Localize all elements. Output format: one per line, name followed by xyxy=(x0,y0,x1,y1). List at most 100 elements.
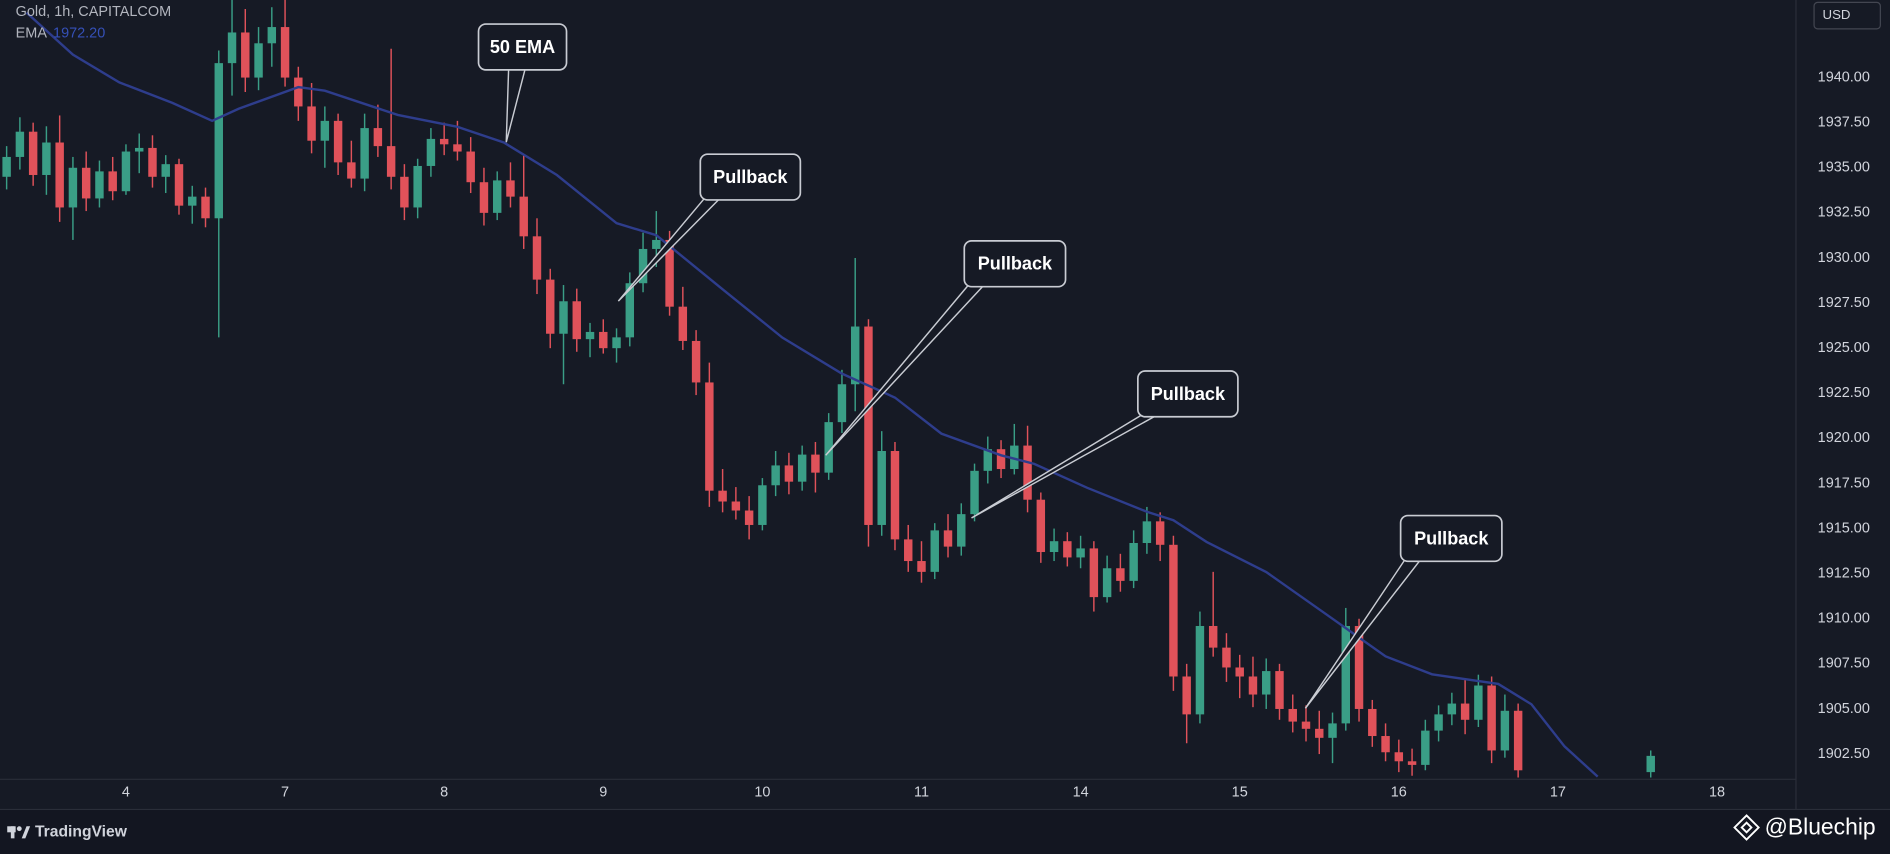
candle-body xyxy=(1182,676,1191,715)
candle-body xyxy=(943,530,953,547)
candle-body xyxy=(280,27,290,78)
candle-body xyxy=(758,485,767,525)
candle-body xyxy=(1381,736,1390,753)
callout-box xyxy=(699,153,802,201)
callout-tail xyxy=(825,283,986,456)
x-tick-label: 8 xyxy=(440,784,448,800)
candle-body xyxy=(453,144,462,152)
candle-body xyxy=(1341,625,1350,724)
candle-body xyxy=(479,182,489,213)
candle-body xyxy=(996,449,1006,470)
x-tick-label: 11 xyxy=(914,784,929,800)
candle-body xyxy=(771,465,780,486)
candle-body xyxy=(1328,723,1337,738)
candle-body xyxy=(1169,544,1178,677)
candle-body xyxy=(1142,521,1152,543)
y-tick-label: 1935.00 xyxy=(1818,160,1870,176)
y-tick-label: 1907.50 xyxy=(1818,656,1870,672)
candle-body xyxy=(691,340,701,383)
candle-body xyxy=(135,147,144,152)
candle-body xyxy=(1076,548,1085,558)
candle-body xyxy=(1354,625,1364,709)
x-tick-label: 7 xyxy=(281,784,289,800)
candle-body xyxy=(492,180,502,213)
candle-body xyxy=(1036,499,1046,553)
candle-body xyxy=(506,180,515,197)
candle-body xyxy=(1447,703,1457,715)
candle-body xyxy=(957,514,966,547)
candle-body xyxy=(811,454,820,473)
candle-body xyxy=(466,151,475,183)
candle-body xyxy=(1195,625,1205,715)
callout-box xyxy=(1137,370,1239,418)
candle-body xyxy=(612,337,621,349)
x-tick-label: 10 xyxy=(754,784,770,800)
candle-body xyxy=(1063,541,1072,558)
candle-body xyxy=(1248,676,1258,695)
callout-tail xyxy=(1304,558,1422,709)
candle-body xyxy=(625,283,635,338)
candle-body xyxy=(347,162,356,179)
candle-body xyxy=(665,239,674,307)
candle-body xyxy=(360,128,369,179)
candle-body xyxy=(1646,755,1655,773)
candle-body xyxy=(121,151,131,192)
candle-body xyxy=(1315,728,1324,738)
candle-body xyxy=(15,131,25,157)
candle-body xyxy=(585,331,595,340)
footer-bar xyxy=(0,809,1890,854)
callout-label: Pullback xyxy=(978,254,1053,274)
candle-body xyxy=(42,142,51,175)
candle-body xyxy=(678,306,688,341)
candle-body xyxy=(1102,568,1112,598)
candle-body xyxy=(744,510,754,525)
plot-area xyxy=(2,0,1655,778)
candle-body xyxy=(904,539,913,562)
candle-body xyxy=(1023,445,1032,500)
candle-body xyxy=(426,138,436,166)
y-tick-label: 1920.00 xyxy=(1818,430,1870,446)
candle-body xyxy=(652,239,661,249)
credit: @Bluechip xyxy=(1765,814,1876,840)
y-tick-label: 1902.50 xyxy=(1818,746,1870,762)
candle-body xyxy=(731,501,741,511)
candle-body xyxy=(201,196,210,219)
callout-box xyxy=(477,23,568,71)
candle-body xyxy=(930,530,939,572)
candle-body xyxy=(1434,714,1443,731)
candle-body xyxy=(890,450,900,540)
candle-body xyxy=(95,171,104,199)
candle-body xyxy=(917,561,926,572)
candle-body xyxy=(1155,521,1165,545)
candle-body xyxy=(55,142,64,208)
candle-body xyxy=(267,27,277,44)
candle-body xyxy=(1208,625,1218,648)
candle-body xyxy=(108,171,117,192)
candle-body xyxy=(2,156,11,177)
candle-body xyxy=(784,465,794,482)
y-tick-label: 1910.00 xyxy=(1818,611,1870,627)
candle-body xyxy=(1129,542,1138,581)
candle-body xyxy=(1222,647,1231,668)
y-tick-label: 1915.00 xyxy=(1818,520,1870,536)
candle-body xyxy=(797,454,807,482)
x-tick-label: 9 xyxy=(599,784,607,800)
currency-box[interactable] xyxy=(1813,1,1881,30)
y-tick-label: 1917.50 xyxy=(1818,475,1870,491)
candle-body xyxy=(1235,667,1244,677)
x-tick-label: 17 xyxy=(1550,784,1566,800)
candle-body xyxy=(413,165,422,208)
callout-tail xyxy=(617,197,722,302)
y-tick-label: 1905.00 xyxy=(1818,701,1870,717)
callout-label: Pullback xyxy=(1414,528,1489,548)
candle-body xyxy=(1116,568,1125,581)
candle-body xyxy=(307,106,316,141)
candle-body xyxy=(850,326,860,385)
y-tick-label: 1940.00 xyxy=(1818,69,1870,85)
candle-body xyxy=(1301,721,1311,729)
candle-body xyxy=(1487,685,1496,751)
candle-body xyxy=(718,490,727,502)
candle-body xyxy=(1010,445,1019,470)
candle-body xyxy=(1368,708,1377,737)
